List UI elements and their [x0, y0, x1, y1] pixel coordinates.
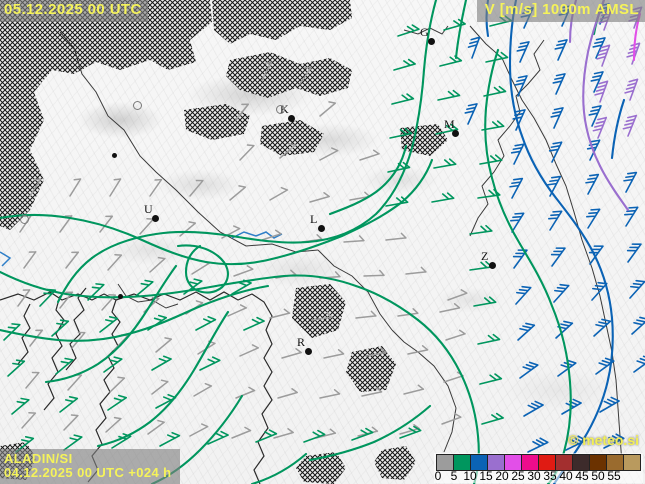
country-borders [59, 25, 623, 465]
model-name: ALADIN/SI [4, 450, 73, 466]
color-swatch [521, 454, 538, 471]
city-dot-icon [152, 215, 159, 222]
color-scale-tick: 50 [591, 469, 605, 483]
color-swatch [436, 454, 453, 471]
city-dot-icon [276, 105, 285, 114]
meteo-si-watermark: © meteo.si [567, 432, 639, 448]
color-swatch [606, 454, 623, 471]
color-swatch [453, 454, 470, 471]
city-label: M [444, 117, 455, 131]
contour-15ms [568, 0, 630, 212]
color-swatch [538, 454, 555, 471]
valid-time-label: 05.12.2025 00 UTC [0, 0, 148, 22]
city-dot-icon [452, 130, 459, 137]
contour-10ms [485, 0, 626, 484]
color-swatch [589, 454, 606, 471]
city-dot-icon [133, 101, 142, 110]
color-swatch [555, 454, 572, 471]
city-dot-icon [112, 153, 117, 158]
city-dot-icon [428, 38, 435, 45]
city-dot-icon [288, 115, 295, 122]
color-scale-tick: 35 [543, 469, 557, 483]
city-label: L [310, 212, 318, 226]
lake-river [0, 231, 283, 267]
color-scale-bar [436, 454, 641, 471]
city-dot-icon [489, 262, 496, 269]
color-scale-tick: 5 [450, 469, 458, 483]
city-dot-icon [118, 294, 123, 299]
city-dot-icon [318, 225, 325, 232]
color-swatch [470, 454, 487, 471]
model-run-label: 04.12.2025 00 UTC +024 h [4, 465, 172, 481]
city-dot-icon [305, 348, 312, 355]
color-scale-tick: 45 [575, 469, 589, 483]
color-swatch [487, 454, 504, 471]
color-scale-tick: 10 [463, 469, 477, 483]
color-scale-tick: 30 [527, 469, 541, 483]
color-swatch [623, 454, 641, 471]
color-scale-tick: 40 [559, 469, 573, 483]
city-label: R [297, 335, 306, 349]
variable-label: V [m/s] 1000m AMSL [476, 0, 645, 22]
city-label: Z [481, 249, 489, 263]
city-dot-icon [20, 215, 29, 224]
color-scale-legend: 0 5 10 15 20 25 30 35 40 45 50 55 [434, 453, 643, 483]
city-label: G [420, 25, 429, 39]
color-scale-tick: 55 [607, 469, 621, 483]
model-info-box: ALADIN/SI 04.12.2025 00 UTC +024 h [0, 448, 180, 484]
color-scale-tick: 20 [495, 469, 509, 483]
city-label: U [144, 202, 153, 216]
color-scale-tick: 15 [479, 469, 493, 483]
color-scale-ticks: 0 5 10 15 20 25 30 35 40 45 50 55 [434, 469, 630, 483]
color-swatch [572, 454, 589, 471]
color-swatch [504, 454, 521, 471]
color-scale-tick: 0 [434, 469, 442, 483]
contour-5ms [0, 0, 606, 484]
color-scale-tick: 25 [511, 469, 525, 483]
